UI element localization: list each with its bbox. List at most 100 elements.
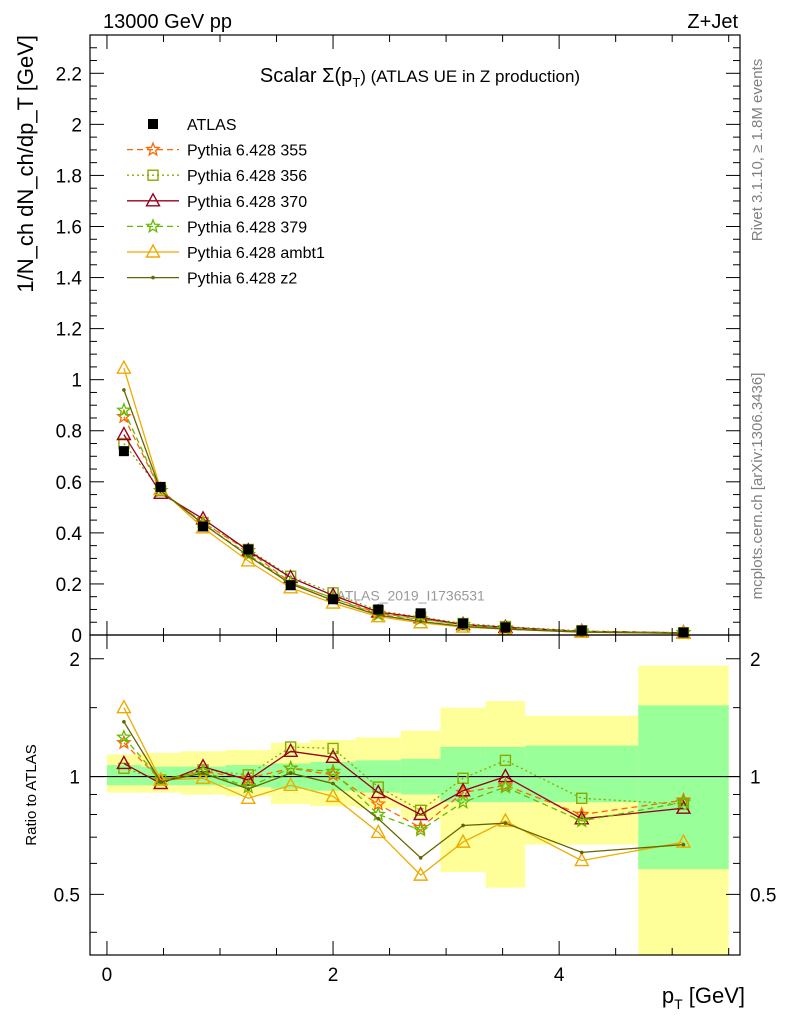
ratio-point — [201, 771, 205, 776]
data-point — [116, 426, 132, 441]
x-tick-label: 2 — [328, 965, 339, 986]
ratio-point — [573, 812, 590, 828]
legend-entry: Pythia 6.428 355 — [127, 141, 307, 160]
legend-entry-atlas: ATLAS — [148, 117, 237, 134]
header-right-label: Z+Jet — [687, 11, 738, 33]
legend-label: Pythia 6.428 355 — [187, 143, 307, 160]
ratio-point — [115, 734, 132, 750]
data-point — [122, 388, 126, 392]
y-tick-label: 0 — [71, 626, 82, 647]
atlas-data-point — [243, 544, 254, 555]
header-left-label: 13000 GeV pp — [103, 11, 232, 33]
ratio-plot-frame — [89, 634, 741, 956]
series-line — [123, 443, 684, 634]
atlas-data-point — [155, 481, 166, 492]
ratio-point — [497, 812, 514, 827]
ratio-point — [115, 729, 132, 744]
atlas-data-point — [328, 594, 339, 605]
y-tick-label: 1.4 — [56, 269, 83, 290]
ratio-y-tick-label-right: 1 — [750, 768, 761, 789]
y-tick-label: 1.2 — [56, 320, 82, 341]
ratio-point — [576, 792, 588, 804]
ratio-point — [497, 777, 514, 792]
ratio-point — [574, 852, 590, 867]
ratio-line — [123, 721, 684, 859]
ratio-point — [325, 748, 341, 764]
chart-title: Scalar Σ(pT) (ATLAS UE in Z production) — [260, 65, 580, 90]
ratio-point — [455, 833, 471, 848]
ratio-point — [412, 866, 429, 881]
ratio-point — [579, 850, 584, 855]
rivet-version-label: Rivet 3.1.10, ≥ 1.8M events — [749, 59, 766, 242]
ratio-point — [158, 779, 163, 784]
ratio-line — [123, 742, 684, 829]
legend: ATLAS Pythia 6.428 355 Pythia 6.428 356 Pyt… — [127, 117, 325, 288]
atlas-data-point — [415, 608, 426, 619]
y-tick-label: 2 — [71, 115, 82, 136]
ratio-point — [497, 778, 514, 794]
legend-label: Pythia 6.428 356 — [187, 168, 307, 185]
ratio-point — [675, 793, 692, 809]
ratio-point — [461, 823, 465, 828]
legend-marker — [145, 218, 161, 234]
data-point — [246, 554, 251, 558]
atlas-data-point — [373, 604, 384, 615]
ratio-point — [116, 755, 132, 770]
legend-entry: Pythia 6.428 370 — [127, 192, 307, 211]
ratio-point — [376, 816, 381, 821]
ratio-point — [246, 787, 251, 791]
ratio-point — [370, 823, 386, 839]
ratio-point — [414, 804, 427, 816]
ratio-point — [325, 766, 341, 782]
legend-label: Pythia 6.428 379 — [187, 219, 307, 236]
y-tick-label: 1 — [71, 371, 82, 392]
mcplots-label: mcplots.cern.ch [arXiv:1306.3436] — [749, 373, 766, 600]
series-line — [123, 389, 684, 634]
ratio-y-tick-label-right: 2 — [750, 650, 761, 671]
ratio-point — [325, 787, 341, 803]
atlas-data-point — [458, 618, 469, 629]
legend-label: Pythia 6.428 z2 — [187, 271, 297, 288]
legend-marker — [151, 275, 155, 280]
ratio-point — [240, 771, 256, 786]
series-pythia-6428-356 — [118, 437, 690, 639]
legend-marker — [147, 169, 159, 181]
ratio-point — [282, 760, 299, 775]
y-tick-label: 0.4 — [56, 524, 83, 545]
ratio-point — [152, 771, 169, 786]
atlas-data-point — [285, 580, 296, 591]
atlas-data-point — [500, 622, 511, 633]
data-point — [418, 619, 423, 624]
analysis-watermark: ATLAS_2019_I1736531 — [336, 588, 485, 604]
legend-marker — [148, 119, 158, 129]
ratio-point — [412, 806, 429, 821]
atlas-data-point — [118, 446, 129, 457]
legend-label: ATLAS — [187, 117, 237, 134]
legend-entry: Pythia 6.428 379 — [127, 218, 307, 236]
ratio-plot-panel: 0 2 4 0.5 0.5 1 1 2 2 Ratio to ATLAS pT [GeV] — [23, 634, 776, 1012]
ratio-point — [675, 833, 692, 848]
y-axis-label: 1/N_ch dN_ch/dp_T [GeV] — [13, 35, 38, 293]
uncertainty-bands — [106, 665, 729, 955]
atlas-data-point — [678, 627, 689, 638]
ratio-point — [327, 742, 339, 755]
atlas-data-point — [576, 625, 587, 636]
ratio-point — [412, 821, 429, 837]
ratio-point — [681, 842, 686, 847]
ratio-point — [195, 769, 211, 784]
series-atlas-data — [118, 446, 689, 638]
main-plot-panel: ATLAS_2019_I1736531 0 0.2 0.4 0.6 0.8 1 1.2 1.4 1… — [13, 34, 741, 647]
ratio-point — [240, 789, 256, 804]
legend-marker — [145, 141, 161, 157]
band-stat — [106, 765, 141, 786]
ratio-point — [573, 806, 590, 822]
legend-label: Pythia 6.428 ambt1 — [187, 245, 325, 262]
y-tick-label: 1.8 — [56, 166, 82, 187]
x-tick-label: 4 — [554, 965, 565, 986]
band-stat — [638, 705, 729, 870]
atlas-data-point — [198, 521, 209, 532]
ratio-y-tick-label-left: 1 — [69, 768, 80, 789]
ratio-point — [455, 793, 471, 809]
data-point — [115, 408, 132, 424]
ratio-point — [418, 856, 423, 860]
